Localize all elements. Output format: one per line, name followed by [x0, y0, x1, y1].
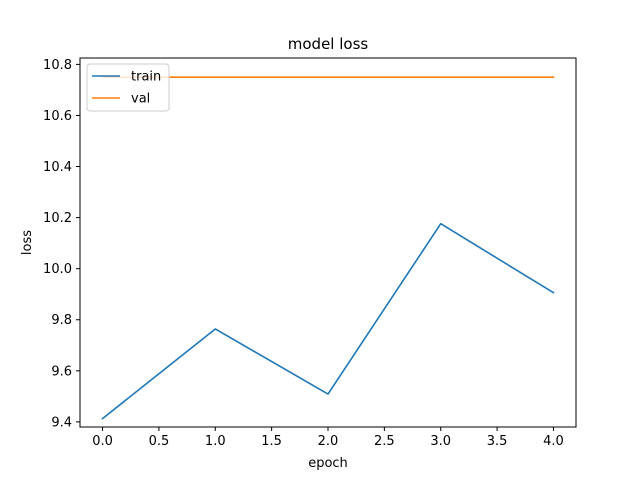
legend-label-train: train — [131, 70, 161, 85]
x-tick-label: 3.5 — [487, 434, 508, 449]
x-tick-label: 1.0 — [205, 434, 226, 449]
legend-label-val: val — [131, 92, 150, 107]
x-axis: 0.0 0.5 1.0 1.5 2.0 2.5 3.0 3.5 4.0 — [92, 427, 564, 449]
y-tick-label: 9.8 — [51, 313, 72, 328]
plot-area — [101, 76, 555, 420]
x-tick-label: 0.0 — [92, 434, 113, 449]
x-tick-label: 3.0 — [430, 434, 451, 449]
y-tick-label: 9.4 — [51, 415, 72, 430]
y-tick-label: 9.6 — [51, 364, 72, 379]
x-tick-label: 4.0 — [543, 434, 564, 449]
x-tick-label: 2.0 — [318, 434, 339, 449]
x-tick-label: 0.5 — [149, 434, 170, 449]
y-tick-label: 10.0 — [43, 262, 72, 277]
x-axis-label: epoch — [308, 456, 348, 471]
y-tick-label: 10.6 — [43, 109, 72, 124]
chart-title: model loss — [288, 35, 369, 53]
y-axis: 9.4 9.6 9.8 10.0 10.2 10.4 10.6 10.8 — [43, 58, 80, 430]
x-tick-label: 2.5 — [374, 434, 395, 449]
y-tick-label: 10.4 — [43, 160, 72, 175]
axes-frame — [79, 57, 577, 428]
y-tick-label: 10.8 — [43, 58, 72, 73]
legend: train val — [86, 63, 170, 112]
series-line-train — [101, 222, 555, 420]
x-tick-label: 1.5 — [261, 434, 282, 449]
y-axis-label: loss — [20, 230, 35, 255]
y-tick-label: 10.2 — [43, 211, 72, 226]
